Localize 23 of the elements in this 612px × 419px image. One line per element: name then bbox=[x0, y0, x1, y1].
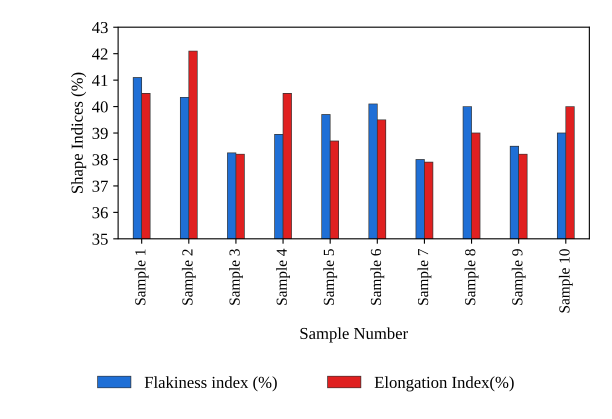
x-tick-label: Sample 4 bbox=[276, 248, 290, 305]
y-tick-label: 35 bbox=[92, 234, 108, 245]
x-tick-label: Sample 6 bbox=[370, 249, 384, 305]
y-tick-label: 37 bbox=[92, 180, 108, 192]
x-tick-label: Sample 1 bbox=[134, 249, 149, 305]
x-tick-label: Sample 10 bbox=[558, 249, 573, 312]
legend-label: Elongation Index(%) bbox=[374, 376, 514, 392]
x-tick-label: Sample 3 bbox=[229, 249, 243, 305]
y-tick-label: 39 bbox=[92, 128, 108, 139]
legend-label: Flakiness index (%) bbox=[144, 376, 277, 392]
y-tick-label: 40 bbox=[92, 101, 108, 113]
x-tick-label: Sample 5 bbox=[323, 249, 338, 305]
x-axis-title: Sample Number bbox=[300, 327, 408, 342]
y-axis-title: Shape Indices (%) bbox=[71, 72, 86, 194]
x-tick-label: Sample 8 bbox=[464, 249, 478, 305]
x-tick-label: Sample 7 bbox=[417, 248, 432, 305]
y-tick-label: 42 bbox=[92, 48, 108, 60]
y-tick-label: 38 bbox=[92, 154, 108, 166]
y-tick-label: 36 bbox=[92, 207, 108, 218]
x-tick-label: Sample 2 bbox=[182, 249, 196, 305]
x-tick-label: Sample 9 bbox=[512, 249, 526, 305]
y-tick-label: 43 bbox=[92, 22, 108, 34]
y-tick-label: 41 bbox=[92, 74, 108, 86]
